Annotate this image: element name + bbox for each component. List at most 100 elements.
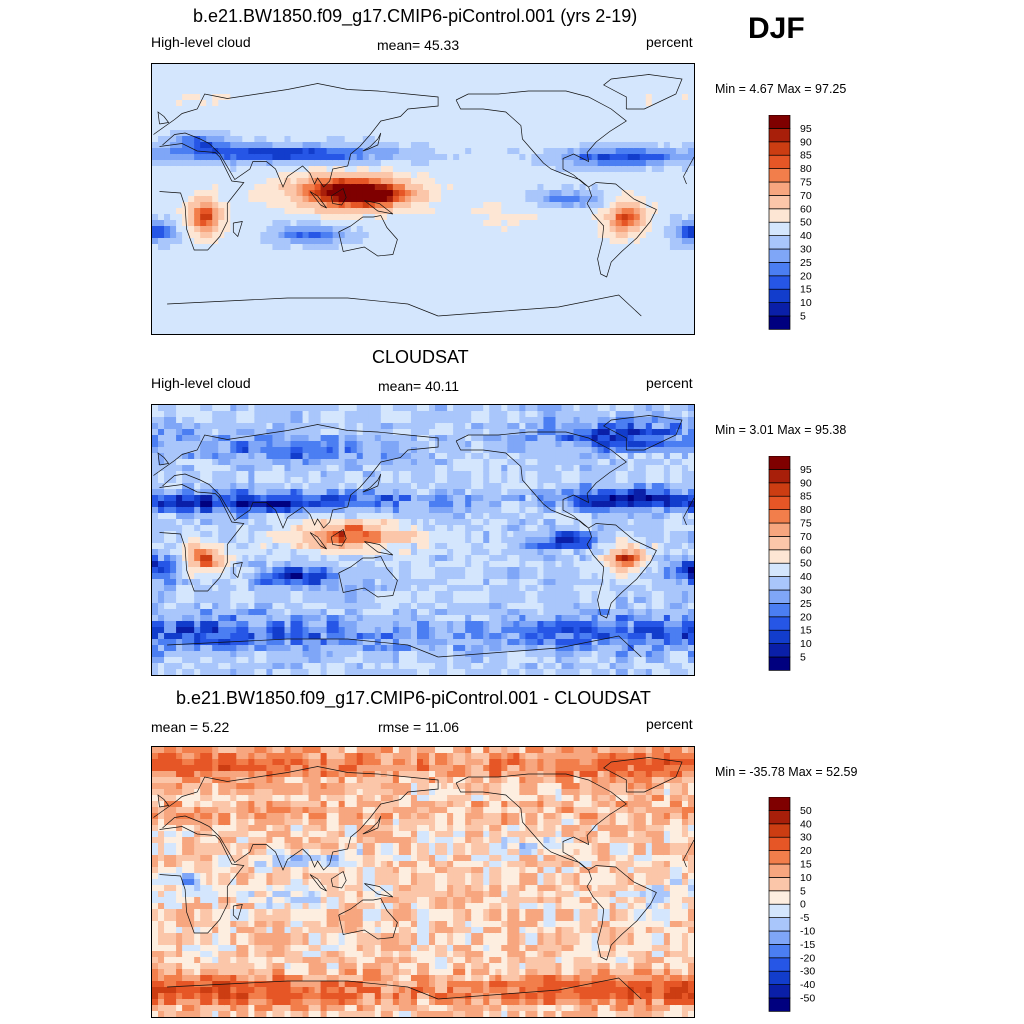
- field-cell: [242, 435, 249, 442]
- field-cell: [332, 76, 340, 83]
- field-cell: [164, 328, 171, 334]
- field-cell: [302, 154, 310, 161]
- field-cell: [404, 304, 412, 311]
- field-cell: [188, 459, 195, 466]
- field-cell: [224, 280, 231, 287]
- field-cell: [567, 94, 575, 101]
- field-cell: [182, 232, 189, 239]
- field-cell: [326, 226, 334, 233]
- field-cell: [380, 262, 388, 269]
- field-cell: [555, 298, 563, 305]
- field-cell: [152, 82, 159, 89]
- field-cell: [459, 112, 466, 119]
- field-cell: [194, 567, 201, 574]
- field-cell: [477, 310, 484, 317]
- field-cell: [212, 657, 219, 664]
- coastline: [438, 294, 642, 317]
- field-cell: [242, 411, 249, 418]
- field-cell: [248, 537, 255, 544]
- field-cell: [266, 286, 274, 293]
- field-cell: [579, 112, 587, 119]
- field-cell: [501, 100, 508, 107]
- field-cell: [579, 214, 587, 221]
- field-cell: [206, 142, 213, 149]
- field-cell: [230, 585, 237, 592]
- field-cell: [477, 238, 484, 245]
- field-cell: [507, 250, 514, 257]
- field-cell: [537, 70, 545, 77]
- field-cell: [254, 154, 261, 161]
- field-cell: [663, 94, 671, 101]
- field-cell: [284, 238, 292, 245]
- field-cell: [585, 220, 593, 227]
- field-cell: [260, 669, 268, 675]
- field-cell: [501, 208, 508, 215]
- field-cell: [495, 130, 502, 137]
- field-cell: [380, 148, 388, 155]
- field-cell: [212, 178, 219, 185]
- field-cell: [453, 184, 460, 191]
- field-cell: [296, 262, 304, 269]
- field-cell: [242, 669, 249, 675]
- field-cell: [392, 142, 400, 149]
- field-cell: [176, 124, 183, 131]
- field-cell: [681, 136, 689, 143]
- field-cell: [627, 214, 635, 221]
- field-cell: [549, 220, 557, 227]
- field-cell: [170, 615, 177, 622]
- field-cell: [236, 429, 243, 436]
- field-cell: [591, 172, 599, 179]
- field-cell: [555, 238, 563, 245]
- season-label: DJF: [748, 12, 805, 45]
- field-cell: [230, 100, 237, 107]
- field-cell: [170, 256, 177, 263]
- field-cell: [531, 226, 539, 233]
- field-cell: [687, 250, 694, 257]
- field-cell: [236, 298, 243, 305]
- field-cell: [254, 88, 261, 95]
- field-cell: [681, 100, 689, 107]
- field-cell: [639, 322, 647, 329]
- field-cell: [368, 100, 376, 107]
- field-cell: [549, 286, 557, 293]
- field-cell: [429, 232, 436, 239]
- field-cell: [489, 226, 496, 233]
- field-cell: [386, 178, 394, 185]
- field-cell: [284, 316, 292, 323]
- field-cell: [248, 322, 255, 329]
- field-cell: [651, 184, 659, 191]
- field-cell: [561, 172, 569, 179]
- field-cell: [194, 459, 201, 466]
- field-cell: [236, 136, 243, 143]
- field-cell: [170, 651, 177, 658]
- field-cell: [176, 250, 183, 257]
- field-cell: [465, 184, 472, 191]
- field-cell: [404, 202, 412, 209]
- field-cell: [248, 190, 255, 197]
- field-cell: [507, 82, 514, 89]
- field-cell: [194, 579, 201, 586]
- field-cell: [338, 220, 346, 227]
- field-cell: [248, 405, 255, 412]
- field-cell: [561, 160, 569, 167]
- field-cell: [236, 70, 243, 77]
- field-cell: [627, 94, 635, 101]
- field-cell: [386, 94, 394, 101]
- field-cell: [429, 292, 436, 299]
- field-cell: [242, 573, 249, 580]
- field-cell: [266, 316, 274, 323]
- field-cell: [188, 178, 195, 185]
- field-cell: [242, 501, 249, 508]
- field-cell: [284, 148, 292, 155]
- field-cell: [200, 561, 207, 568]
- field-cell: [242, 471, 249, 478]
- field-cell: [416, 154, 424, 161]
- field-cell: [302, 274, 310, 281]
- field-cell: [302, 88, 310, 95]
- field-cell: [272, 124, 280, 131]
- field-cell: [603, 64, 611, 71]
- field-cell: [356, 190, 364, 197]
- field-cell: [573, 124, 581, 131]
- field-cell: [669, 262, 677, 269]
- field-cell: [675, 148, 683, 155]
